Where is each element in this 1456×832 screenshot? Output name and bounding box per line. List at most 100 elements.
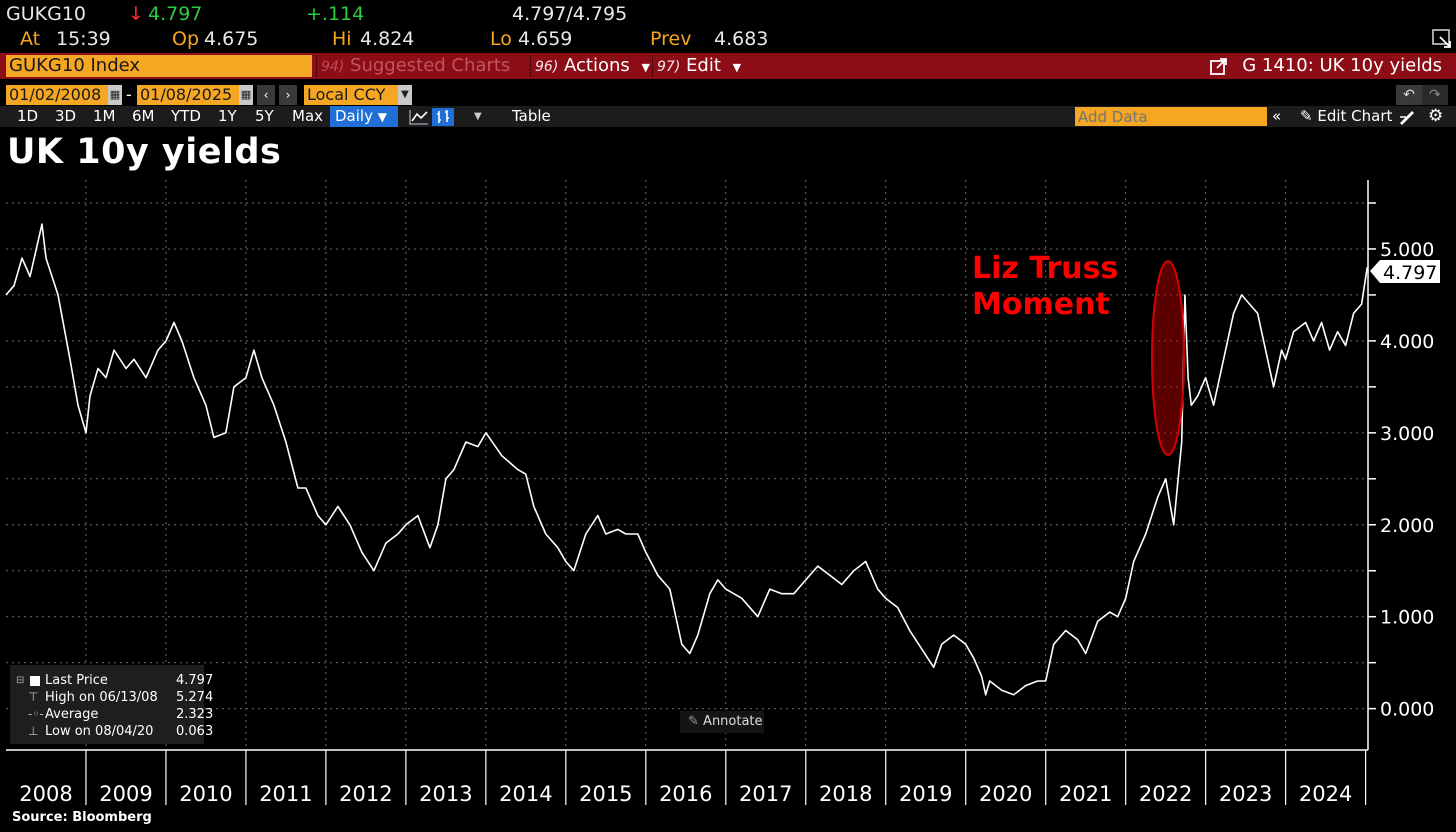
source-note: Source: Bloomberg (12, 810, 152, 825)
annotate-button[interactable]: ✎ Annotate (680, 711, 764, 733)
line-chart-icon[interactable] (408, 108, 430, 126)
period-1m[interactable]: 1M (93, 107, 116, 125)
edit-chart-label: Edit Chart (1317, 107, 1393, 125)
chevron-down-icon: ▼ (732, 61, 742, 74)
end-date-field[interactable]: 01/08/2025 (137, 85, 239, 105)
table-button[interactable]: Table (512, 107, 551, 125)
legend-high-label: High on 06/13/08 (45, 690, 158, 705)
series-color-swatch (30, 676, 40, 686)
x-tick-label: 2008 (19, 782, 72, 806)
period-max[interactable]: Max (292, 107, 324, 125)
series-line-last-price (5, 223, 1368, 696)
quote-stats-row: At 15:39 Op 4.675 Hi 4.824 Lo 4.659 Prev… (0, 27, 1456, 51)
edit-label: Edit (686, 55, 721, 76)
start-date-field[interactable]: 01/02/2008 (6, 85, 108, 105)
chevron-down-icon[interactable]: ▼ (398, 85, 412, 105)
annotate-label: Annotate (703, 714, 763, 729)
legend-low: ⊥ Low on 08/04/20 0.063 (10, 723, 213, 740)
legend-high-value: 5.274 (176, 690, 214, 705)
quote-header-row: GUKG10 ↓ 4.797 +.114 4.797/4.795 (0, 2, 1456, 26)
collapse-icon[interactable]: « (1272, 107, 1282, 125)
highlight-ellipse (1151, 260, 1185, 456)
time-label: At (20, 28, 41, 50)
edit-chart-button[interactable]: ✎ Edit Chart (1300, 106, 1392, 127)
period-3d[interactable]: 3D (55, 107, 77, 125)
period-1d[interactable]: 1D (17, 107, 39, 125)
last-price: 4.797 (148, 3, 203, 25)
last-value-tag: 4.797 (1370, 260, 1440, 284)
x-tick-label: 2023 (1219, 782, 1272, 806)
y-tick-label: 4.000 (1380, 331, 1434, 353)
date-range-row: 01/02/2008 ▦ - 01/08/2025 ▦ ‹ › Local CC… (0, 84, 1456, 106)
legend-average: -◦- Average 2.323 (10, 706, 213, 723)
chevron-down-icon[interactable]: ▼ (474, 111, 482, 122)
x-tick-label: 2017 (739, 782, 792, 806)
period-toolbar: 1D 3D 1M 6M YTD 1Y 5Y Max Daily ▼ ▼ Tabl… (0, 106, 1456, 127)
down-arrow-icon: ↓ (128, 3, 144, 25)
x-tick-label: 2014 (499, 782, 552, 806)
bar-chart-icon[interactable] (432, 108, 454, 126)
frequency-select[interactable]: Daily ▼ (330, 106, 398, 127)
legend-high: ⊤ High on 06/13/08 5.274 (10, 689, 213, 706)
frequency-label: Daily (335, 107, 373, 125)
x-tick-label: 2020 (979, 782, 1032, 806)
period-ytd[interactable]: YTD (171, 107, 201, 125)
annotation-line-2: Moment (972, 287, 1110, 322)
chart-title: UK 10y yields (7, 132, 282, 172)
period-6m[interactable]: 6M (132, 107, 155, 125)
undo-icon[interactable]: ↶ (1396, 85, 1422, 105)
x-tick-label: 2019 (899, 782, 952, 806)
open-label: Op (172, 28, 200, 50)
low-value: 4.659 (518, 28, 573, 50)
security-field[interactable]: GUKG10 Index (6, 55, 312, 77)
last-value-tag-text: 4.797 (1383, 262, 1437, 284)
legend-low-label: Low on 08/04/20 (45, 724, 154, 739)
legend-low-value: 0.063 (176, 724, 214, 739)
x-tick-label: 2009 (99, 782, 152, 806)
chart-legend[interactable]: ⊟ Last Price 4.797 ⊤ High on 06/13/08 5.… (10, 665, 213, 744)
pencil-icon: ✎ (688, 714, 699, 729)
period-1y[interactable]: 1Y (218, 107, 237, 125)
x-tick-label: 2010 (179, 782, 232, 806)
export-icon[interactable] (1210, 57, 1228, 75)
calendar-icon[interactable]: ▦ (108, 85, 122, 105)
pencil-icon: ✎ (1300, 107, 1313, 125)
expand-window-icon[interactable] (1430, 28, 1454, 50)
y-tick-label: 1.000 (1380, 607, 1434, 629)
gear-icon[interactable]: ⚙ (1428, 106, 1444, 126)
y-tick-label: 0.000 (1380, 699, 1434, 721)
high-value: 4.824 (360, 28, 415, 50)
x-tick-label: 2018 (819, 782, 872, 806)
period-5y[interactable]: 5Y (255, 107, 274, 125)
high-marker-icon: ⊤ (28, 690, 39, 704)
command-bar: GUKG10 Index 94) Suggested Charts ▼ 96) … (0, 53, 1456, 97)
y-tick-label: 2.000 (1380, 515, 1434, 537)
chart-settings-icon[interactable] (1398, 109, 1416, 125)
x-tick-label: 2021 (1059, 782, 1112, 806)
prev-period-button[interactable]: ‹ (257, 85, 275, 105)
actions-label: Actions (564, 55, 630, 76)
edit-button[interactable]: 97) Edit ▼ (652, 55, 742, 77)
collapse-icon[interactable]: ⊟ (16, 675, 25, 686)
calendar-icon[interactable]: ▦ (239, 85, 253, 105)
x-tick-label: 2015 (579, 782, 632, 806)
currency-select[interactable]: Local CCY (304, 85, 398, 105)
next-period-button[interactable]: › (279, 85, 297, 105)
ticker: GUKG10 (6, 3, 86, 25)
date-separator: - (126, 85, 132, 104)
average-marker-icon: -◦- (28, 707, 44, 721)
x-tick-label: 2024 (1299, 782, 1352, 806)
redo-icon[interactable]: ↷ (1422, 85, 1448, 105)
time-value: 15:39 (56, 28, 111, 50)
low-marker-icon: ⊥ (28, 724, 39, 738)
suggested-charts-button[interactable]: 94) Suggested Charts ▼ (316, 55, 526, 97)
y-tick-label: 3.000 (1380, 423, 1434, 445)
add-data-input[interactable] (1075, 107, 1267, 126)
actions-button[interactable]: 96) Actions ▼ (530, 55, 650, 77)
x-tick-label: 2011 (259, 782, 312, 806)
open-value: 4.675 (204, 28, 259, 50)
x-tick-label: 2016 (659, 782, 712, 806)
legend-average-label: Average (45, 707, 99, 722)
y-tick-labels: 0.000 1.000 2.000 3.000 4.000 5.000 (1368, 202, 1434, 721)
